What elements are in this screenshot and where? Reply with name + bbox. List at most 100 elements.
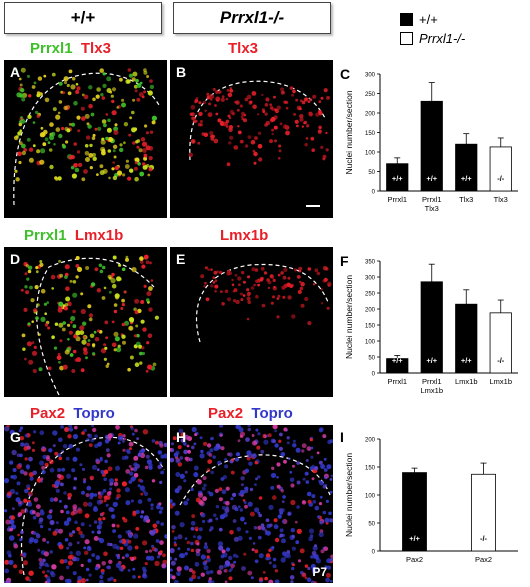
chartF-category-label: Lmx1b [455, 377, 478, 386]
pD-outline [36, 257, 155, 396]
chartC-ylabel: Nuclei number/section [344, 90, 354, 174]
wildtype-header: +/+ [4, 2, 162, 34]
chart-c: Nuclei number/section 0 50 100 150 200 250 300 +… [344, 73, 518, 213]
chartI-ytick-label: 50 [368, 522, 375, 528]
micrograph-b: B [170, 60, 333, 218]
chartF-category-label: Lmx1b [489, 377, 512, 386]
knockout-header: Prrxl1-/- [173, 2, 331, 34]
chartF-ytick-label: 150 [365, 324, 376, 330]
chartF-ytick-label: 250 [365, 292, 376, 298]
stain-e-red: Lmx1b [220, 227, 269, 244]
chartI-ytick-label: 100 [365, 494, 376, 500]
stain-label-d: Prrxl1 Lmx1b [24, 227, 123, 244]
chartC-ytick-label: 250 [365, 92, 376, 98]
chartC-bar-genotype: +/+ [392, 174, 403, 183]
stain-g-blue: Topro [73, 405, 115, 422]
chartF-bar-genotype: +/+ [392, 356, 403, 365]
micrograph-g: G [4, 425, 167, 583]
chartI-bar [471, 473, 496, 552]
chartF-category-label: Prrxl1 [387, 377, 407, 386]
panel-letter-b: B [176, 64, 187, 80]
chartF-bar-genotype: +/+ [426, 356, 437, 365]
chartF-category-label: Lmx1b [420, 386, 443, 395]
micrograph-e: E [170, 247, 333, 397]
micrograph-a: A [4, 60, 167, 218]
chartC-category-label: Prrxl1 [387, 195, 407, 204]
chartC-category-label: Tlx3 [459, 195, 473, 204]
scale-bar [306, 205, 320, 207]
micrograph-g-image [4, 425, 167, 583]
pE-cells [200, 266, 332, 326]
stain-label-b: Tlx3 [228, 40, 258, 57]
stain-h-red: Pax2 [208, 405, 244, 422]
chartI-category-label: Pax2 [406, 555, 423, 564]
stain-g-red: Pax2 [30, 405, 66, 422]
chartC-category-label: Prrxl1 [422, 195, 442, 204]
chartI-bar [402, 472, 427, 552]
chart-letter-i: I [340, 429, 344, 445]
micrograph-d: D [4, 247, 167, 397]
micrograph-h: H P7 [170, 425, 333, 583]
stain-b-red: Tlx3 [228, 40, 259, 57]
stain-a-red: Tlx3 [80, 40, 111, 57]
stain-label-e: Lmx1b [220, 227, 268, 244]
chartC-ytick-label: 50 [368, 170, 375, 176]
chart-f: Nuclei number/section 0 50 100 150 200 250 300 3… [344, 260, 518, 395]
panel-letter-h: H [176, 429, 187, 445]
legend-label-wildtype: +/+ [419, 12, 438, 27]
chartC-ytick-label: 0 [372, 190, 376, 196]
stain-a-green: Prrxl1 [30, 40, 73, 57]
chart-letter-f: F [340, 253, 349, 269]
chartC-ytick-label: 150 [365, 131, 376, 137]
chartI-bar-genotype: +/+ [409, 534, 420, 543]
chartC-ytick-label: 300 [365, 73, 376, 79]
chartF-ytick-label: 0 [372, 372, 376, 378]
stain-label-h: Pax2 Topro [208, 405, 293, 422]
chartF-ytick-label: 200 [365, 308, 376, 314]
chartC-ytick-label: 200 [365, 112, 376, 118]
pG-cells [4, 425, 167, 583]
chartF-ylabel: Nuclei number/section [344, 275, 354, 359]
chart-letter-c: C [340, 66, 351, 82]
chartF-ytick-label: 350 [365, 260, 376, 266]
micrograph-b-image [188, 80, 330, 207]
legend-item-wildtype: +/+ [400, 12, 465, 27]
micrograph-h-image [170, 425, 333, 583]
panel-letter-e: E [176, 251, 186, 267]
chartC-bar [489, 146, 512, 192]
chartC-bar-genotype: +/+ [426, 174, 437, 183]
chartF-bar [455, 303, 478, 374]
chartF-ytick-label: 50 [368, 356, 375, 362]
chartI-ylabel: Nuclei number/section [344, 453, 354, 537]
chartF-bar [386, 358, 409, 374]
legend-item-knockout: Prrxl1-/- [400, 31, 465, 46]
chartC-bar-genotype: +/+ [461, 174, 472, 183]
chartC-ytick-label: 100 [365, 151, 376, 157]
stain-label-g: Pax2 Topro [30, 405, 115, 422]
chartF-ytick-label: 100 [365, 340, 376, 346]
micrograph-a-image [13, 67, 160, 206]
pA-cells [13, 67, 157, 182]
pB-outline [189, 80, 326, 161]
chartF-bar-genotype: -/- [497, 356, 505, 365]
chartI-category-label: Pax2 [475, 555, 492, 564]
panel-letter-g: G [10, 429, 21, 445]
pE-outline [195, 263, 329, 343]
stain-d-green: Prrxl1 [24, 227, 67, 244]
stain-label-a: Prrxl1 Tlx3 [30, 40, 111, 57]
chartF-ytick-label: 300 [365, 276, 376, 282]
stain-d-red: Lmx1b [74, 227, 124, 244]
age-label: P7 [312, 565, 327, 579]
panel-letter-d: D [10, 251, 21, 267]
micrograph-d-image [20, 254, 159, 396]
chartC-bar [420, 100, 443, 192]
chartI-ytick-label: 0 [372, 550, 376, 556]
chartC-bar-genotype: -/- [497, 174, 505, 183]
legend-swatch-wildtype [400, 13, 413, 26]
chartF-bar-genotype: +/+ [461, 356, 472, 365]
stain-h-blue: Topro [251, 405, 293, 422]
legend: +/+ Prrxl1-/- [400, 12, 465, 50]
pG-outline [20, 436, 165, 576]
pA-outline [13, 72, 160, 206]
chartC-bar [455, 143, 478, 192]
